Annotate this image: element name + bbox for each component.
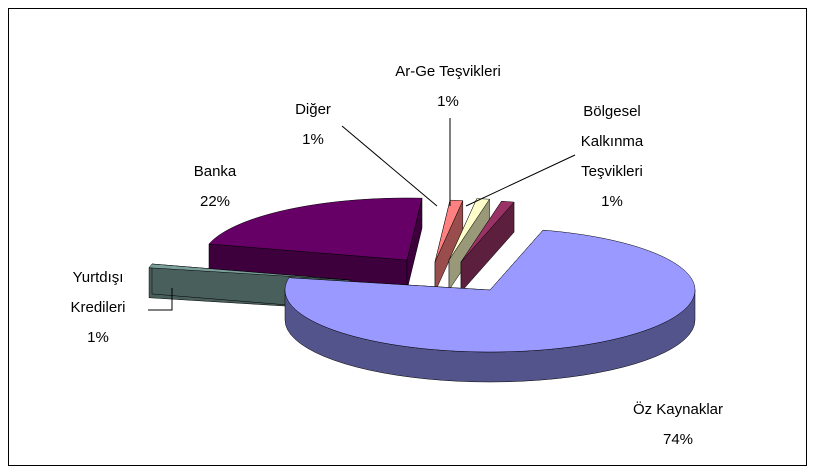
slice <box>434 199 464 293</box>
slice-top <box>284 229 696 353</box>
value-label: 22% <box>200 193 230 210</box>
value-label: 1% <box>87 329 109 346</box>
value-label: 1% <box>302 131 324 148</box>
slice <box>460 200 515 293</box>
label-line: Bölgesel <box>583 103 641 120</box>
category-label: Banka <box>194 163 237 180</box>
value-label: 1% <box>601 193 623 210</box>
leader-line <box>148 288 173 311</box>
label-line: Yurtdışı <box>73 269 124 286</box>
slice-top <box>148 263 351 281</box>
label-line: Kalkınma <box>581 133 644 150</box>
slice-top <box>460 200 515 263</box>
slice-top <box>208 197 423 261</box>
leader-line <box>341 125 438 207</box>
slice <box>208 197 423 291</box>
category-label: Ar-Ge Teşvikleri <box>395 63 501 80</box>
value-label: 74% <box>663 431 693 448</box>
label-line: Teşvikleri <box>581 163 643 180</box>
category-label: Bölgesel Kalkınma Teşvikleri <box>581 103 644 180</box>
slice-top <box>448 198 490 261</box>
category-label: Diğer <box>295 101 331 118</box>
label-line: Kredileri <box>70 299 125 316</box>
slice <box>284 229 696 383</box>
value-label: 1% <box>437 93 459 110</box>
category-label: Öz Kaynaklar <box>633 400 723 418</box>
category-label: Yurtdışı Kredileri <box>70 269 125 316</box>
leader-line <box>465 154 576 207</box>
